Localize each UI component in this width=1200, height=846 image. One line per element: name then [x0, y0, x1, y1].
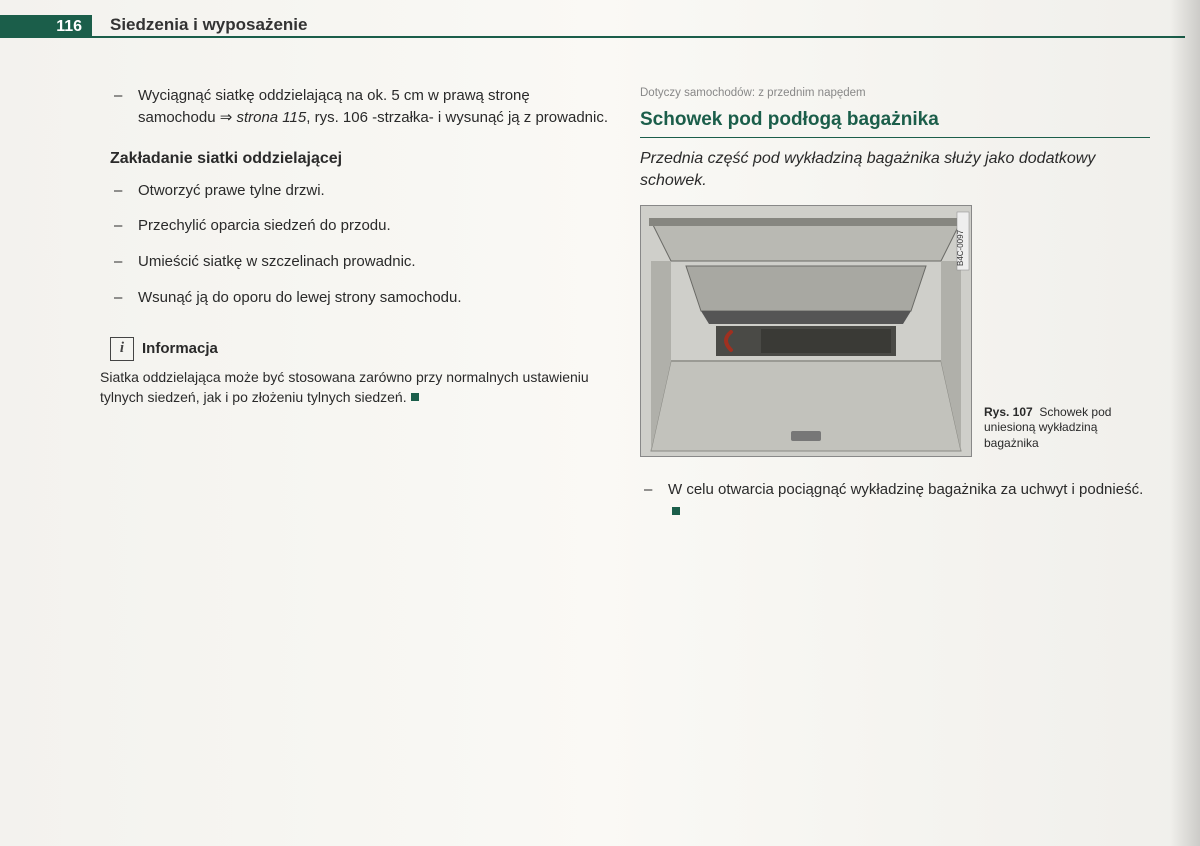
bullet-text: W celu otwarcia pociągnąć wykładzinę bag…: [668, 479, 1150, 523]
info-heading: i Informacja: [110, 337, 610, 361]
dash-icon: –: [110, 287, 138, 309]
text-run: W celu otwarcia pociągnąć wykładzinę bag…: [668, 481, 1143, 498]
info-icon: i: [110, 337, 134, 361]
page-edge-shadow: [1170, 0, 1200, 846]
bullet-item: – Otworzyć prawe tylne drzwi.: [110, 180, 610, 202]
dash-icon: –: [110, 215, 138, 237]
bullet-text: Wyciągnąć siatkę oddzielającą na ok. 5 c…: [138, 85, 610, 129]
bullet-text: Wsunąć ją do oporu do lewej strony samoc…: [138, 287, 610, 309]
bullet-text: Przechylić oparcia siedzeń do przodu.: [138, 215, 610, 237]
figure-number: Rys. 107: [984, 405, 1033, 419]
manual-page: 116 Siedzenia i wyposażenie – Wyciągnąć …: [0, 0, 1200, 846]
bullet-item: – W celu otwarcia pociągnąć wykładzinę b…: [640, 479, 1150, 523]
bullet-item: – Wsunąć ją do oporu do lewej strony sam…: [110, 287, 610, 309]
info-paragraph: Siatka oddzielająca może być stosowana z…: [100, 367, 610, 408]
figure-code: B4C-0097: [956, 230, 965, 267]
bullet-item: – Umieścić siatkę w szczelinach prowadni…: [110, 251, 610, 273]
dash-icon: –: [110, 251, 138, 273]
end-square-icon: [411, 393, 419, 401]
text-run: Siatka oddzielająca może być stosowana z…: [100, 369, 589, 405]
left-column: – Wyciągnąć siatkę oddzielającą na ok. 5…: [110, 85, 610, 407]
trunk-illustration: B4C-0097: [641, 206, 971, 456]
header-rule: [0, 36, 1185, 38]
dash-icon: –: [640, 479, 668, 523]
page-number-box: 116: [0, 15, 92, 38]
applies-to: Dotyczy samochodów: z przednim napędem: [640, 85, 1150, 102]
chapter-title: Siedzenia i wyposażenie: [110, 15, 307, 35]
figure-block: B4C-0097 Rys. 107 Schowek pod uniesioną …: [640, 205, 1150, 457]
dash-icon: –: [110, 85, 138, 129]
figure-caption: Rys. 107 Schowek pod uniesioną wykładzin…: [984, 405, 1134, 458]
bullet-item: – Przechylić oparcia siedzeń do przodu.: [110, 215, 610, 237]
dash-icon: –: [110, 180, 138, 202]
right-column: Dotyczy samochodów: z przednim napędem S…: [640, 85, 1150, 537]
figure-image: B4C-0097: [640, 205, 972, 457]
bullet-text: Umieścić siatkę w szczelinach prowadnic.: [138, 251, 610, 273]
bullet-item: – Wyciągnąć siatkę oddzielającą na ok. 5…: [110, 85, 610, 129]
bullet-text: Otworzyć prawe tylne drzwi.: [138, 180, 610, 202]
lead-text: Przednia część pod wykładziną bagażnika …: [640, 148, 1150, 191]
page-ref: strona 115: [236, 109, 306, 126]
page-number: 116: [56, 18, 82, 36]
subheading: Zakładanie siatki oddzielającej: [110, 147, 610, 170]
info-label: Informacja: [142, 338, 218, 360]
text-run: , rys. 106 -strzałka- i wysunąć ją z pro…: [306, 109, 608, 126]
section-title: Schowek pod podłogą bagażnika: [640, 106, 1150, 139]
end-square-icon: [672, 507, 680, 515]
